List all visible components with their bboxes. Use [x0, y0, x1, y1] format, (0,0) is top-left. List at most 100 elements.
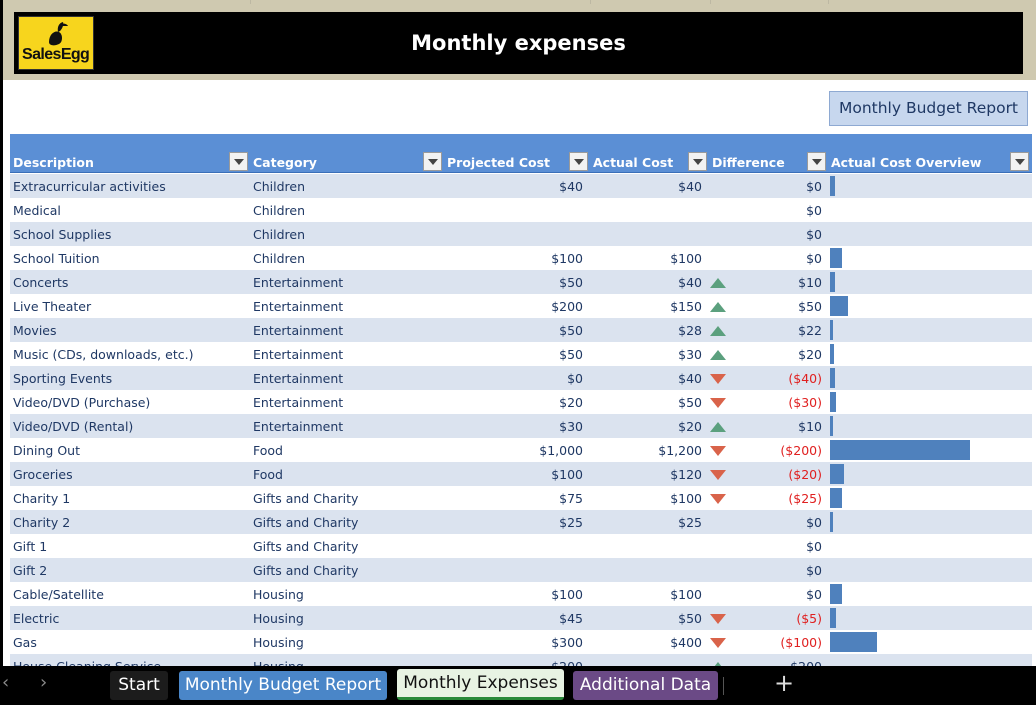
cell-difference[interactable]: $200 — [730, 654, 822, 666]
cell-actual-cost-overview[interactable] — [829, 606, 1029, 630]
cell-difference[interactable]: ($200) — [730, 438, 822, 462]
filter-dropdown-icon[interactable] — [1010, 152, 1029, 171]
table-row[interactable]: Live Theater Entertainment $200 $150 $50 — [10, 294, 1032, 318]
cell-actual-cost-overview[interactable] — [829, 534, 1029, 558]
cell-category[interactable]: Housing — [253, 654, 433, 666]
cell-actual-cost-overview[interactable] — [829, 486, 1029, 510]
filter-dropdown-icon[interactable] — [423, 152, 442, 171]
cell-description[interactable]: School Supplies — [13, 222, 249, 246]
cell-actual-cost[interactable]: $40 — [585, 366, 702, 390]
cell-difference[interactable]: ($100) — [730, 630, 822, 654]
table-row[interactable]: Dining Out Food $1,000 $1,200 ($200) — [10, 438, 1032, 462]
cell-difference[interactable]: ($30) — [730, 390, 822, 414]
table-row[interactable]: Cable/Satellite Housing $100 $100 $0 — [10, 582, 1032, 606]
cell-projected-cost[interactable] — [440, 198, 583, 222]
sheet-tab-additional-data[interactable]: Additional Data — [573, 671, 718, 700]
cell-description[interactable]: Gift 1 — [13, 534, 249, 558]
cell-difference[interactable]: $0 — [730, 534, 822, 558]
cell-category[interactable]: Housing — [253, 582, 433, 606]
cell-category[interactable]: Housing — [253, 630, 433, 654]
cell-difference[interactable]: $0 — [730, 510, 822, 534]
cell-projected-cost[interactable]: $25 — [440, 510, 583, 534]
cell-projected-cost[interactable] — [440, 222, 583, 246]
cell-actual-cost-overview[interactable] — [829, 414, 1029, 438]
cell-actual-cost[interactable]: $30 — [585, 342, 702, 366]
cell-projected-cost[interactable]: $300 — [440, 630, 583, 654]
table-row[interactable]: Music (CDs, downloads, etc.) Entertainmen… — [10, 342, 1032, 366]
cell-description[interactable]: Video/DVD (Purchase) — [13, 390, 249, 414]
cell-category[interactable]: Entertainment — [253, 342, 433, 366]
cell-description[interactable]: School Tuition — [13, 246, 249, 270]
cell-category[interactable]: Children — [253, 174, 433, 198]
cell-projected-cost[interactable]: $50 — [440, 270, 583, 294]
table-row[interactable]: Video/DVD (Rental) Entertainment $30 $20 $10 — [10, 414, 1032, 438]
filter-dropdown-icon[interactable] — [229, 152, 248, 171]
cell-projected-cost[interactable]: $100 — [440, 246, 583, 270]
cell-projected-cost[interactable]: $1,000 — [440, 438, 583, 462]
cell-projected-cost[interactable]: $75 — [440, 486, 583, 510]
cell-category[interactable]: Housing — [253, 606, 433, 630]
cell-category[interactable]: Children — [253, 222, 433, 246]
cell-difference[interactable]: $10 — [730, 414, 822, 438]
cell-actual-cost-overview[interactable] — [829, 630, 1029, 654]
cell-description[interactable]: Sporting Events — [13, 366, 249, 390]
monthly-budget-report-button[interactable]: Monthly Budget Report — [829, 91, 1028, 126]
table-row[interactable]: Medical Children $0 — [10, 198, 1032, 222]
cell-description[interactable]: Charity 1 — [13, 486, 249, 510]
cell-description[interactable]: Movies — [13, 318, 249, 342]
cell-description[interactable]: Medical — [13, 198, 249, 222]
table-row[interactable]: School Supplies Children $0 — [10, 222, 1032, 246]
cell-category[interactable]: Entertainment — [253, 366, 433, 390]
cell-category[interactable]: Entertainment — [253, 294, 433, 318]
cell-category[interactable]: Gifts and Charity — [253, 510, 433, 534]
filter-dropdown-icon[interactable] — [569, 152, 588, 171]
cell-difference[interactable]: $0 — [730, 222, 822, 246]
cell-actual-cost-overview[interactable] — [829, 390, 1029, 414]
cell-projected-cost[interactable] — [440, 534, 583, 558]
cell-actual-cost[interactable]: $100 — [585, 582, 702, 606]
cell-description[interactable]: Music (CDs, downloads, etc.) — [13, 342, 249, 366]
cell-difference[interactable]: $0 — [730, 246, 822, 270]
table-row[interactable]: Sporting Events Entertainment $0 $40 ($40) — [10, 366, 1032, 390]
cell-actual-cost-overview[interactable] — [829, 246, 1029, 270]
cell-category[interactable]: Entertainment — [253, 270, 433, 294]
cell-projected-cost[interactable]: $200 — [440, 654, 583, 666]
cell-description[interactable]: Video/DVD (Rental) — [13, 414, 249, 438]
cell-actual-cost[interactable]: $400 — [585, 630, 702, 654]
cell-actual-cost[interactable]: $40 — [585, 270, 702, 294]
table-row[interactable]: Charity 2 Gifts and Charity $25 $25 $0 — [10, 510, 1032, 534]
cell-actual-cost[interactable]: $50 — [585, 390, 702, 414]
cell-actual-cost-overview[interactable] — [829, 654, 1029, 666]
cell-projected-cost[interactable]: $100 — [440, 582, 583, 606]
cell-actual-cost-overview[interactable] — [829, 318, 1029, 342]
cell-actual-cost[interactable]: $20 — [585, 414, 702, 438]
cell-actual-cost-overview[interactable] — [829, 510, 1029, 534]
scroll-tabs-left-icon[interactable]: ‹ — [2, 672, 9, 693]
cell-actual-cost[interactable]: $100 — [585, 246, 702, 270]
cell-actual-cost[interactable]: $100 — [585, 486, 702, 510]
cell-description[interactable]: Concerts — [13, 270, 249, 294]
cell-actual-cost[interactable]: $25 — [585, 510, 702, 534]
cell-difference[interactable]: $0 — [730, 174, 822, 198]
table-row[interactable]: Electric Housing $45 $50 ($5) — [10, 606, 1032, 630]
table-row[interactable]: House Cleaning Service Housing $200 $200 — [10, 654, 1032, 666]
cell-difference[interactable]: $50 — [730, 294, 822, 318]
table-row[interactable]: Concerts Entertainment $50 $40 $10 — [10, 270, 1032, 294]
cell-projected-cost[interactable] — [440, 558, 583, 582]
cell-actual-cost[interactable]: $120 — [585, 462, 702, 486]
table-row[interactable]: Gift 2 Gifts and Charity $0 — [10, 558, 1032, 582]
cell-description[interactable]: Charity 2 — [13, 510, 249, 534]
cell-projected-cost[interactable]: $50 — [440, 342, 583, 366]
cell-difference[interactable]: ($25) — [730, 486, 822, 510]
sheet-tab-monthly-budget-report[interactable]: Monthly Budget Report — [179, 671, 387, 700]
cell-category[interactable]: Food — [253, 462, 433, 486]
add-sheet-button[interactable]: + — [774, 669, 794, 697]
cell-actual-cost[interactable] — [585, 534, 702, 558]
table-row[interactable]: Extracurricular activities Children $40 $40… — [10, 174, 1032, 198]
cell-actual-cost[interactable]: $28 — [585, 318, 702, 342]
cell-actual-cost-overview[interactable] — [829, 342, 1029, 366]
cell-projected-cost[interactable]: $20 — [440, 390, 583, 414]
cell-actual-cost[interactable]: $150 — [585, 294, 702, 318]
cell-actual-cost[interactable] — [585, 654, 702, 666]
table-row[interactable]: Movies Entertainment $50 $28 $22 — [10, 318, 1032, 342]
